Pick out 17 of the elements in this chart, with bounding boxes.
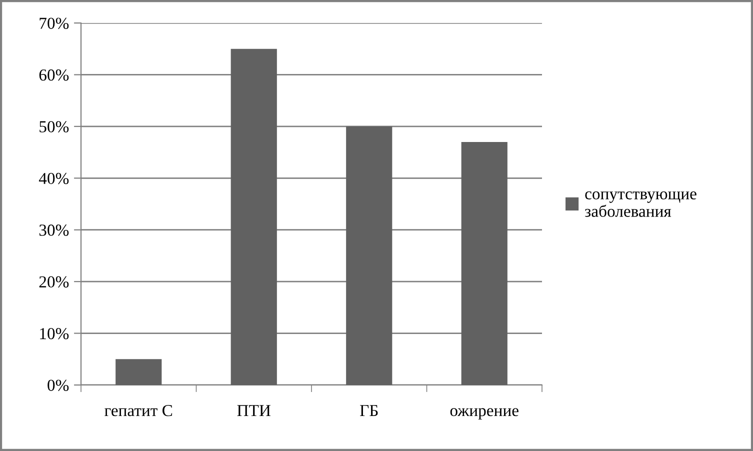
x-tick-label: ГБ	[360, 405, 378, 416]
x-tick-label: ПТИ	[237, 405, 271, 416]
legend-label: сопутствующие заболевания	[585, 191, 696, 217]
y-tick-label: 60%	[39, 69, 69, 81]
y-tick-label: 30%	[39, 224, 69, 236]
bar	[116, 359, 162, 385]
x-tick-label: гепатит С	[104, 404, 172, 416]
y-tick-label: 10%	[40, 328, 69, 340]
y-tick-label: 40%	[38, 172, 69, 184]
bar	[461, 142, 508, 385]
y-tick-label: 20%	[39, 276, 69, 288]
bar	[230, 48, 277, 385]
x-tick-label: ожирение	[450, 408, 518, 420]
y-tick-label: 50%	[40, 121, 69, 132]
y-tick-label: 0%	[48, 380, 69, 391]
bar	[346, 126, 392, 385]
y-tick-label: 70%	[40, 18, 69, 29]
